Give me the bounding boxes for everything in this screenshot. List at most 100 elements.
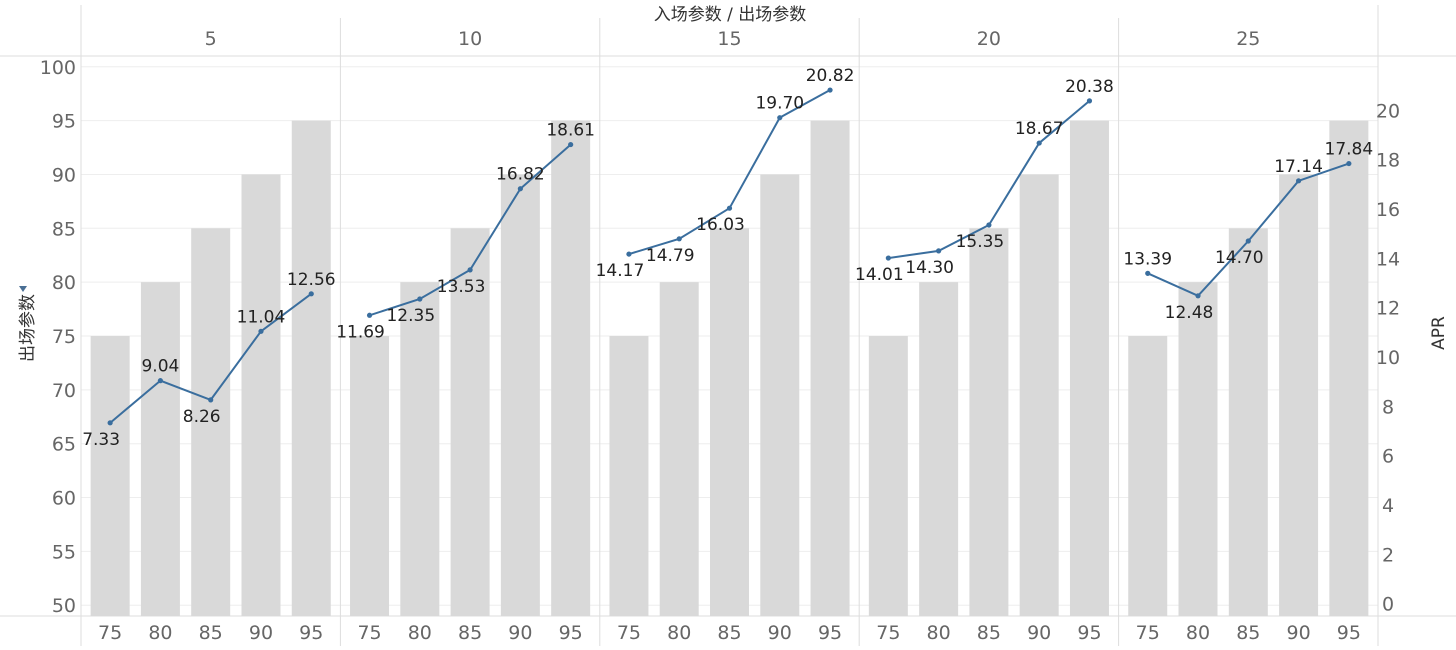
panel-header: 25 <box>1236 28 1260 50</box>
left-axis-tick-label: 95 <box>52 111 76 133</box>
x-tick-label: 85 <box>199 622 223 644</box>
x-tick-label: 80 <box>1186 622 1210 644</box>
left-axis-tick-label: 100 <box>40 57 76 79</box>
bar <box>760 174 800 616</box>
x-tick-label: 80 <box>927 622 951 644</box>
apr-data-label: 12.35 <box>386 306 435 326</box>
right-axis-title: APR <box>1429 316 1449 350</box>
apr-point <box>936 248 942 254</box>
bar <box>659 282 699 616</box>
x-tick-label: 80 <box>148 622 172 644</box>
axes: 50 55 60 65 70 75 80 85 90 95 100 0 2 4 6 8 10 12 14 16 18 20… <box>19 28 1400 644</box>
x-tick-label: 80 <box>408 622 432 644</box>
panel-header: 15 <box>717 28 741 50</box>
apr-data-label: 19.70 <box>755 94 804 114</box>
apr-data-label: 14.70 <box>1215 248 1264 268</box>
right-axis-tick-label: 20 <box>1376 100 1400 122</box>
apr-data-label: 11.04 <box>237 307 286 327</box>
apr-point <box>827 87 833 93</box>
bar <box>90 336 130 616</box>
x-tick-label: 75 <box>98 622 122 644</box>
chart-title: 入场参数 / 出场参数 <box>654 5 807 25</box>
apr-data-label: 16.82 <box>496 165 545 185</box>
apr-data-label: 18.67 <box>1015 119 1064 139</box>
apr-data-label: 9.04 <box>141 357 179 377</box>
bar <box>919 282 959 616</box>
x-tick-label: 75 <box>357 622 381 644</box>
right-axis-tick-label: 10 <box>1376 347 1400 369</box>
bar <box>609 336 649 616</box>
x-tick-label: 90 <box>1286 622 1310 644</box>
right-axis-tick-label: 6 <box>1382 446 1394 468</box>
right-axis-tick-label: 18 <box>1376 150 1400 172</box>
bar <box>191 228 231 617</box>
apr-data-label: 17.14 <box>1274 157 1323 177</box>
right-axis-tick-label: 0 <box>1382 594 1394 616</box>
bar <box>140 282 180 616</box>
apr-point <box>517 186 523 192</box>
apr-data-label: 14.17 <box>596 261 645 281</box>
bar <box>1069 120 1109 616</box>
bar <box>868 336 908 616</box>
apr-point <box>258 328 264 334</box>
apr-point <box>1295 178 1302 184</box>
bar <box>551 120 591 616</box>
left-axis-tick-label: 70 <box>52 380 76 402</box>
apr-point <box>308 291 314 297</box>
apr-point <box>726 205 733 211</box>
bar <box>241 174 281 616</box>
apr-point <box>1346 160 1352 167</box>
apr-point <box>157 378 164 384</box>
apr-data-label: 18.61 <box>546 121 595 141</box>
left-axis-tick-label: 60 <box>52 488 76 510</box>
apr-data-label: 11.69 <box>336 322 385 342</box>
bar <box>810 120 850 616</box>
apr-point <box>1245 238 1251 244</box>
apr-point <box>208 397 214 403</box>
x-tick-label: 95 <box>818 622 842 644</box>
panel-header: 10 <box>458 28 482 50</box>
panel-header: 5 <box>205 28 217 50</box>
apr-data-label: 12.48 <box>1165 303 1214 323</box>
bar <box>1128 336 1168 616</box>
apr-data-label: 13.39 <box>1123 249 1172 269</box>
x-tick-label: 80 <box>667 622 691 644</box>
apr-point <box>1145 270 1151 276</box>
x-tick-label: 95 <box>559 622 583 644</box>
right-axis-tick-label: 14 <box>1376 248 1400 270</box>
right-axis-tick-label: 4 <box>1382 495 1394 517</box>
apr-point <box>986 222 992 228</box>
x-tick-label: 95 <box>1077 622 1101 644</box>
apr-point <box>417 296 423 302</box>
bar <box>969 228 1009 617</box>
apr-data-label: 12.56 <box>287 270 336 290</box>
bar <box>1019 174 1059 616</box>
left-axis-tick-label: 90 <box>52 164 76 186</box>
bar <box>1178 282 1218 616</box>
bar-series <box>90 120 1369 617</box>
bar <box>710 228 749 617</box>
bar <box>450 228 490 617</box>
sort-indicator-icon <box>19 286 27 292</box>
x-tick-label: 95 <box>1337 622 1361 644</box>
panel-header: 20 <box>977 28 1001 50</box>
apr-point <box>467 267 473 273</box>
apr-data-label: 13.53 <box>437 277 486 297</box>
right-axis-tick-label: 8 <box>1382 396 1394 418</box>
apr-point <box>777 115 783 121</box>
apr-data-label: 14.01 <box>855 265 904 285</box>
apr-data-label: 17.84 <box>1325 140 1374 160</box>
x-tick-label: 95 <box>299 622 323 644</box>
x-tick-label: 85 <box>1236 622 1260 644</box>
x-tick-label: 85 <box>717 622 741 644</box>
apr-data-label: 15.35 <box>956 232 1005 252</box>
left-axis-title: 出场参数 <box>18 294 38 362</box>
apr-data-label: 14.30 <box>905 258 954 278</box>
apr-data-label: 14.79 <box>646 246 695 266</box>
apr-point <box>366 312 373 318</box>
x-tick-label: 90 <box>768 622 792 644</box>
apr-point <box>885 255 891 261</box>
left-axis-tick-label: 85 <box>52 218 76 240</box>
